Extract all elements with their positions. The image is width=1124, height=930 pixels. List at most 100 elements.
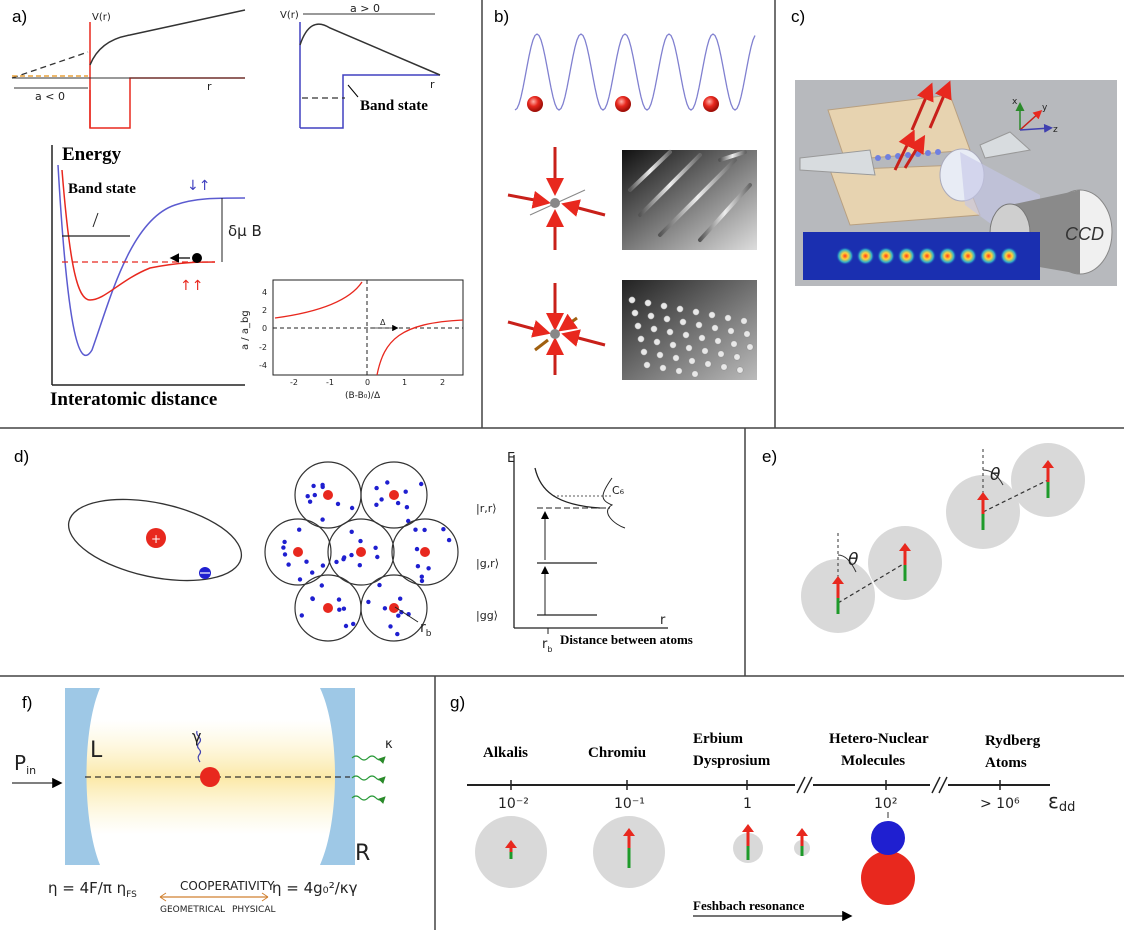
ground-atom — [310, 596, 315, 601]
tick-label-1: 10⁻¹ — [614, 796, 645, 812]
a-negative-label: a < 0 — [35, 90, 65, 103]
category-molecules: Molecules — [841, 753, 905, 769]
panel-g-label: g) — [450, 693, 465, 712]
lattice-sphere — [643, 361, 651, 369]
geometrical-label: GEOMETRICAL — [160, 905, 225, 915]
potential-plot-attractive: V(r) a < 0 r — [11, 9, 246, 129]
ground-atom — [446, 537, 452, 543]
potential-plot-repulsive: V(r) a > 0 r Band state — [280, 2, 441, 129]
svg-text:0: 0 — [365, 378, 370, 387]
dipole-arrows-g — [505, 812, 889, 868]
endcap-right — [979, 131, 1032, 159]
lattice-sphere — [676, 305, 684, 313]
ion-glow — [979, 247, 998, 265]
cavity-atom — [200, 767, 220, 787]
axis-z-label: z — [1053, 125, 1058, 135]
band-state-label-mid: Band state — [68, 181, 136, 197]
cooperativity-label: COOPERATIVITY — [180, 879, 275, 893]
svg-text:4: 4 — [262, 288, 267, 297]
p-in-label: Pin — [14, 751, 36, 777]
ion-glow — [856, 247, 875, 265]
state-gg-label: |gg⟩ — [476, 609, 498, 622]
ground-atom — [375, 554, 380, 560]
ccd-label: CCD — [1065, 224, 1104, 244]
ground-atom — [374, 502, 379, 507]
ground-atom — [349, 552, 354, 558]
lattice-sphere — [698, 334, 706, 342]
cooperativity-formula: η = 4F/π ηFS η = 4g₀²/κγ COOPERATIVITY G… — [48, 879, 358, 915]
svg-text:-2: -2 — [259, 343, 267, 352]
rydberg-atom — [389, 490, 399, 500]
theta-label-2: θ — [990, 465, 1001, 485]
ground-atom — [351, 621, 356, 627]
r-label-2: r — [430, 78, 435, 91]
ground-atom — [415, 564, 421, 569]
lattice-sphere — [666, 328, 674, 336]
dipole-arrowhead — [899, 543, 911, 551]
fluorescence-ions — [836, 247, 1018, 265]
ground-atom — [343, 623, 349, 629]
ground-atom — [320, 482, 325, 488]
category-dysprosium: Dysprosium — [693, 753, 771, 769]
energy-axis-label: E — [507, 451, 515, 466]
a-positive-label: a > 0 — [350, 2, 380, 15]
panel-b: b) — [494, 7, 757, 380]
epsilon-dd-label: εdd — [1048, 789, 1075, 815]
lattice-3d-image — [622, 280, 757, 380]
state-rr-label: |r,r⟩ — [476, 502, 497, 515]
feshbach-x-ticks: -2 -1 0 1 2 — [290, 378, 445, 387]
panel-e: e) θ θ — [762, 443, 1085, 633]
lattice-sphere — [653, 338, 661, 346]
rydberg-atom — [356, 547, 366, 557]
ground-atom — [441, 527, 446, 532]
optical-lattice-wave — [514, 33, 756, 111]
lattice-sphere — [704, 360, 712, 368]
dipole-arrowhead — [977, 492, 989, 500]
ground-atom — [422, 527, 427, 533]
ground-atom — [299, 613, 304, 618]
ground-atom — [388, 624, 393, 629]
rydberg-atom — [323, 490, 333, 500]
coordinate-axes: x y z — [1012, 97, 1058, 135]
field-axis-label: (B-B₀)/Δ — [345, 391, 381, 401]
ground-atom — [398, 596, 403, 601]
rydberg-energy-levels: E r C₆ |r,r⟩ |g,r⟩ |gg⟩ rb Distance betw… — [476, 451, 693, 654]
ion-glow — [897, 247, 916, 265]
lattice-sphere — [714, 337, 722, 345]
ground-atom — [419, 574, 424, 579]
svg-text:2: 2 — [262, 306, 267, 315]
interatomic-distance-label: Interatomic distance — [50, 389, 217, 410]
lattice-sphere — [736, 366, 744, 374]
dipole-arrowhead — [623, 828, 635, 836]
lattice-atom-3 — [703, 96, 719, 112]
blockade-sphere — [327, 518, 395, 586]
lattice-sphere — [647, 312, 655, 320]
lattice-sphere — [685, 344, 693, 352]
svg-text:-4: -4 — [259, 361, 267, 370]
lattice-sphere — [711, 324, 719, 332]
v-r-label-1: V(r) — [92, 12, 111, 23]
category-alkalis: Alkalis — [483, 745, 528, 761]
r-axis-label: r — [660, 613, 666, 628]
ground-atom — [320, 517, 325, 522]
ion-glow — [1000, 247, 1018, 265]
ground-atom — [426, 566, 431, 571]
lattice-sphere — [628, 296, 636, 304]
dipole-arrowhead — [832, 576, 844, 584]
category-erbium: Erbium — [693, 731, 744, 747]
cavity-leakage — [351, 755, 386, 804]
ground-atom — [297, 527, 302, 532]
panel-c-label: c) — [791, 7, 805, 26]
eta-geometrical-formula: η = 4F/π ηFS — [48, 879, 137, 900]
lattice-sphere — [669, 341, 677, 349]
lattice-sphere — [675, 367, 683, 375]
feshbach-resonance-label: Feshbach resonance — [693, 898, 805, 913]
tick-label-2: 1 — [743, 796, 752, 812]
rydberg-atom — [323, 603, 333, 613]
ground-atom — [342, 555, 347, 560]
ion-glow — [959, 247, 977, 265]
tick-label-4: > 10⁶ — [980, 796, 1020, 812]
blockade-spheres — [264, 461, 459, 642]
